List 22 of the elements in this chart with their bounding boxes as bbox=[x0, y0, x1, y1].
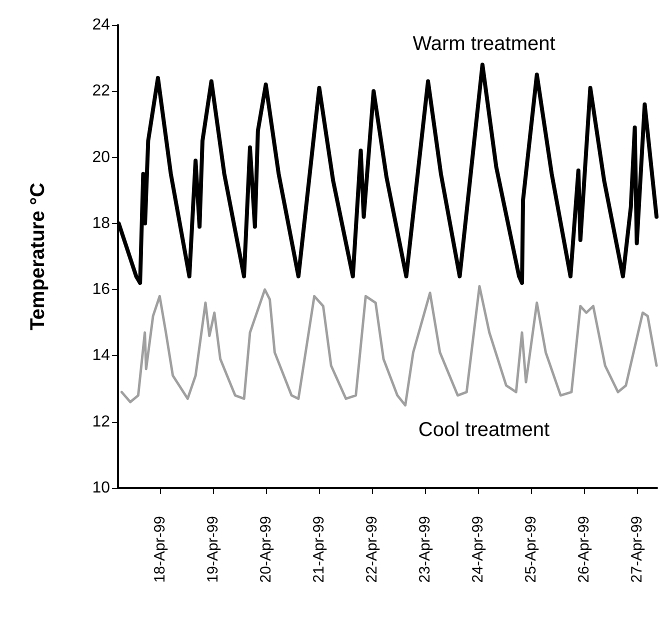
x-tick-label: 24-Apr-99 bbox=[470, 516, 487, 583]
x-tick-label: 18-Apr-99 bbox=[151, 516, 168, 583]
y-tick-label: 16 bbox=[92, 281, 110, 298]
series-label: Warm treatment bbox=[412, 33, 556, 55]
x-tick-label: 25-Apr-99 bbox=[522, 516, 540, 583]
y-tick-label: 24 bbox=[92, 16, 110, 34]
series-label: Cool treatment bbox=[418, 419, 550, 441]
x-tick-label: 27-Apr-99 bbox=[628, 516, 646, 583]
y-tick-label: 10 bbox=[92, 480, 110, 496]
x-tick-label: 26-Apr-99 bbox=[576, 516, 593, 583]
y-tick-label: 22 bbox=[92, 82, 110, 100]
y-tick-label: 18 bbox=[92, 214, 110, 232]
x-tick-label: 23-Apr-99 bbox=[416, 516, 434, 583]
x-tick-label: 21-Apr-99 bbox=[310, 516, 328, 583]
x-tick-label: 19-Apr-99 bbox=[204, 516, 222, 583]
line-series bbox=[120, 285, 658, 407]
y-tick-label: 20 bbox=[92, 148, 110, 166]
y-tick-label: 14 bbox=[92, 347, 110, 364]
y-tick-label: 12 bbox=[92, 413, 110, 430]
x-tick-label: 22-Apr-99 bbox=[364, 516, 381, 583]
y-axis-title: Temperature °C bbox=[27, 182, 49, 330]
x-tick-label: 20-Apr-99 bbox=[258, 516, 275, 583]
